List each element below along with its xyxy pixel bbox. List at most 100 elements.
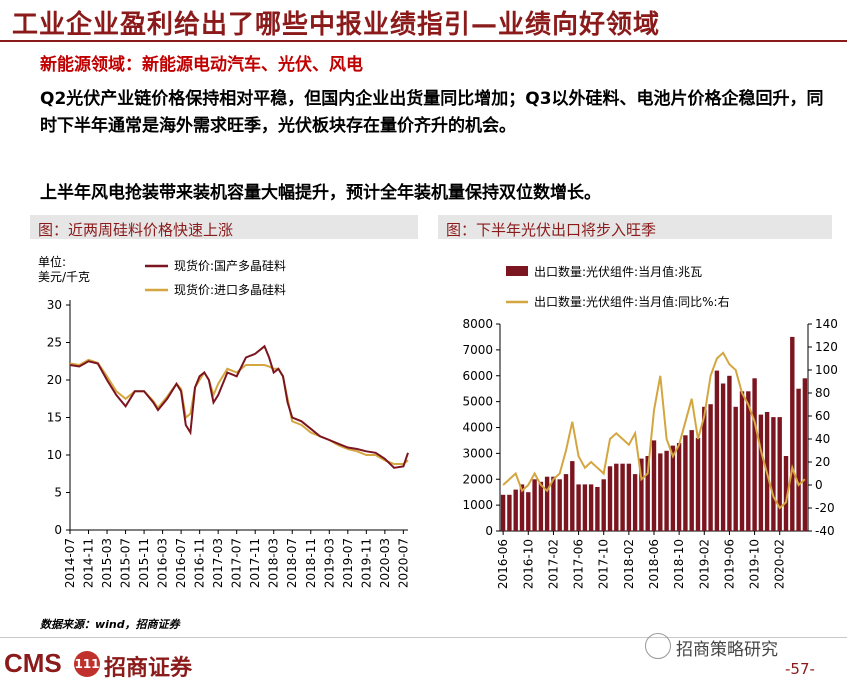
export-volume-bar <box>507 494 512 531</box>
left-x-tick-label: 2016-07 <box>174 538 188 588</box>
export-volume-bar <box>607 466 613 531</box>
export-volume-bar <box>645 456 650 531</box>
export-volume-bar <box>500 494 506 531</box>
left-y-tick-label: 0 <box>54 523 62 537</box>
export-volume-bar <box>588 484 594 531</box>
right-y-right-tick-label: 140 <box>815 317 838 331</box>
left-x-tick-label: 2018-07 <box>285 538 299 588</box>
right-y-right-tick-label: 60 <box>815 409 830 423</box>
right-y-right-tick-label: 120 <box>815 340 838 354</box>
right-x-tick-label: 2018-06 <box>647 539 661 589</box>
section-subtitle: 新能源领域：新能源电动汽车、光伏、风电 <box>40 55 363 75</box>
left-x-tick-label: 2016-11 <box>193 538 207 588</box>
right-x-tick-label: 2019-02 <box>697 539 711 589</box>
export-volume-bar <box>551 476 556 531</box>
left-chart-caption-bar <box>30 215 418 239</box>
export-volume-bar <box>720 383 726 531</box>
left-x-tick-label: 2018-03 <box>267 538 281 588</box>
right-y-right-tick-label: -40 <box>815 524 835 538</box>
export-volume-bar <box>526 492 531 531</box>
right-legend-label: 出口数量:光伏组件:当月值:兆瓦 <box>534 264 702 279</box>
left-x-tick-label: 2015-07 <box>119 538 133 588</box>
right-x-tick-label: 2016-06 <box>496 539 510 589</box>
left-x-tick-label: 2020-03 <box>378 538 392 588</box>
right-legend-bar-swatch <box>506 266 528 276</box>
right-y-right-tick-label: 100 <box>815 363 838 377</box>
left-x-tick-label: 2019-07 <box>341 538 355 588</box>
export-volume-bar <box>532 479 537 532</box>
left-x-tick-label: 2015-11 <box>137 538 151 588</box>
left-chart-caption: 图：近两周硅料价格快速上涨 <box>38 221 234 239</box>
title-divider <box>0 40 847 42</box>
export-volume-bar <box>544 476 550 531</box>
export-volume-bar <box>802 378 808 531</box>
right-y-left-tick-label: 7000 <box>462 343 493 357</box>
right-y-left-tick-label: 2000 <box>462 472 493 486</box>
left-x-tick-label: 2019-03 <box>322 538 336 588</box>
right-y-left-tick-label: 5000 <box>462 395 493 409</box>
export-volume-bar <box>689 430 694 531</box>
left-x-tick-label: 2016-03 <box>156 538 170 588</box>
export-volume-bar <box>651 440 657 531</box>
right-y-right-tick-label: 80 <box>815 386 830 400</box>
left-series-line <box>69 344 409 469</box>
export-volume-bar <box>714 370 720 531</box>
left-legend-label: 现货价:进口多晶硅料 <box>174 282 286 297</box>
export-volume-bar <box>632 474 638 531</box>
export-volume-bar <box>702 406 707 531</box>
export-volume-bar <box>519 484 525 531</box>
left-legend-label: 现货价:国产多晶硅料 <box>174 258 286 273</box>
right-x-tick-label: 2018-02 <box>622 539 636 589</box>
paragraph-photovoltaic: Q2光伏产业链价格保持相对平稳，但国内企业出货量同比增加；Q3以外硅料、电池片价… <box>40 89 824 136</box>
footer-divider <box>0 637 847 638</box>
export-volume-bar <box>595 487 600 531</box>
export-volume-bar <box>752 378 757 531</box>
export-volume-bar <box>538 481 544 531</box>
left-unit-label: 美元/千克 <box>38 270 90 284</box>
cms-logo-badge: 111 <box>74 651 100 677</box>
right-chart-caption-bar <box>438 215 832 239</box>
right-y-right-tick-label: 40 <box>815 432 830 446</box>
export-volume-bar <box>676 443 682 531</box>
export-volume-bar <box>796 388 801 531</box>
export-volume-bar <box>739 391 745 531</box>
export-volume-bar <box>790 336 795 531</box>
export-volume-bar <box>783 456 789 531</box>
page-title: 工业企业盈利给出了哪些中报业绩指引—业绩向好领域 <box>12 10 661 40</box>
right-y-right-tick-label: 0 <box>815 478 823 492</box>
left-y-tick-label: 30 <box>47 298 62 312</box>
data-source: 数据来源：wind，招商证券 <box>40 618 180 631</box>
company-name: 招商证券 <box>104 656 193 681</box>
export-volume-bar <box>683 435 688 531</box>
right-x-tick-label: 2017-02 <box>546 539 560 589</box>
left-x-tick-label: 2015-03 <box>100 538 114 588</box>
left-x-tick-label: 2017-07 <box>230 538 244 588</box>
wechat-icon <box>645 633 671 659</box>
export-volume-bar <box>771 417 776 531</box>
page-number: -57- <box>785 660 815 678</box>
right-y-left-tick-label: 0 <box>485 524 493 538</box>
right-x-tick-label: 2017-10 <box>597 539 611 589</box>
export-volume-bar <box>777 417 782 531</box>
right-y-left-tick-label: 1000 <box>462 498 493 512</box>
export-volume-bar <box>513 489 518 531</box>
right-x-tick-label: 2019-06 <box>722 539 736 589</box>
left-x-tick-label: 2014-11 <box>82 538 96 588</box>
left-y-tick-label: 25 <box>47 336 62 350</box>
left-y-tick-label: 20 <box>47 373 62 387</box>
export-volume-bar <box>601 479 606 532</box>
right-chart-caption: 图：下半年光伏出口将步入旺季 <box>446 221 657 239</box>
left-y-tick-label: 10 <box>47 448 62 462</box>
right-x-tick-label: 2020-02 <box>773 539 787 589</box>
export-volume-bar <box>746 391 751 531</box>
export-volume-bar <box>695 437 701 531</box>
left-x-tick-label: 2020-07 <box>396 538 410 588</box>
left-y-tick-label: 5 <box>54 486 62 500</box>
export-volume-bar <box>582 484 588 531</box>
right-x-tick-label: 2018-10 <box>672 539 686 589</box>
left-unit-label: 单位: <box>38 254 66 269</box>
right-y-right-tick-label: 20 <box>815 455 830 469</box>
right-x-tick-label: 2016-10 <box>521 539 535 589</box>
